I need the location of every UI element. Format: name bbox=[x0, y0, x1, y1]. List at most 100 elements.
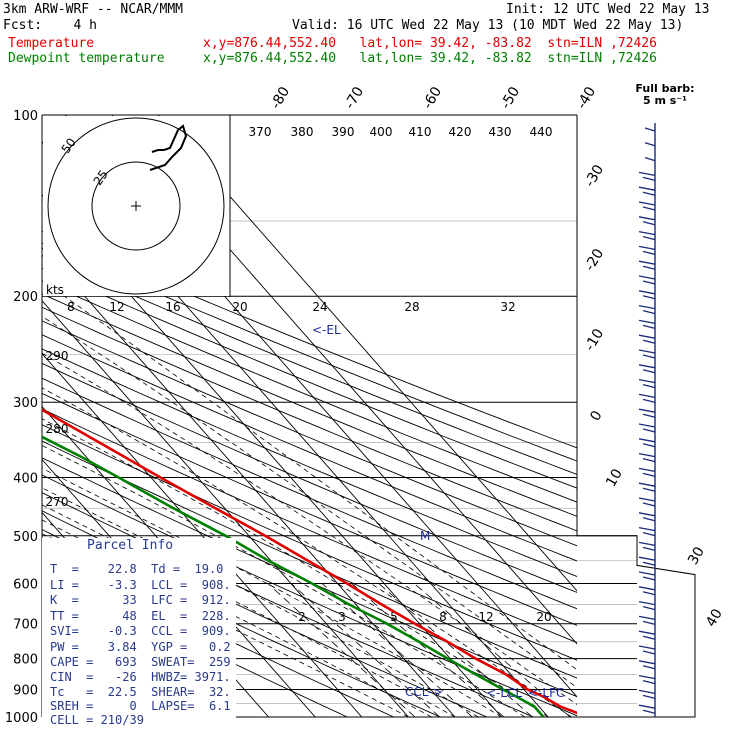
pressure-label: 500 bbox=[13, 530, 38, 545]
parcel-row: Tc = 22.5 SHEAR= 32. bbox=[50, 685, 231, 699]
wind-barb bbox=[642, 235, 656, 241]
wind-barb bbox=[642, 531, 656, 537]
parcel-row: CIN = -26 HWBZ= 3971. bbox=[50, 670, 231, 684]
pressure-label: 600 bbox=[13, 577, 38, 592]
temperature-tick-label: 40 bbox=[703, 606, 726, 629]
mixing-ratio-line bbox=[378, 583, 533, 717]
parcel-info-box: Parcel Info T = 22.8 Td = 19.0 LI = -3.3… bbox=[42, 538, 236, 730]
moist-adiabat-line bbox=[42, 352, 577, 706]
mixing-ratio-line bbox=[267, 583, 416, 717]
dry-adiabat-label: 280 bbox=[46, 422, 69, 436]
mixing-ratio-label: 2 bbox=[298, 610, 306, 624]
theta-label: 390 bbox=[332, 125, 355, 139]
wind-barb bbox=[642, 679, 656, 685]
parcel-row: TT = 48 EL = 228. bbox=[50, 609, 231, 623]
wind-barb bbox=[642, 339, 656, 344]
wind-barb bbox=[638, 571, 656, 576]
mixing-ratio-line bbox=[351, 583, 505, 717]
wind-barb bbox=[642, 428, 656, 433]
wind-barb bbox=[642, 398, 656, 404]
dry-adiabat-line bbox=[42, 334, 577, 562]
wind-barb bbox=[638, 660, 656, 665]
wind-barb bbox=[638, 526, 656, 532]
wind-barb bbox=[644, 127, 656, 132]
wind-legend-title: Full barb: bbox=[635, 82, 694, 95]
wind-barb bbox=[638, 186, 656, 191]
wind-barb bbox=[642, 413, 656, 418]
wind-barb bbox=[642, 280, 656, 285]
chart-annotation: CCL-> bbox=[405, 685, 443, 699]
mixing-ratio-line bbox=[321, 583, 473, 717]
theta-label: 440 bbox=[530, 125, 553, 139]
wind-barb bbox=[638, 423, 656, 428]
wind-barb bbox=[638, 645, 656, 650]
hodograph-ring bbox=[91, 161, 181, 251]
chart-annotation: <-LFC bbox=[528, 686, 564, 700]
wind-barb bbox=[638, 512, 656, 517]
wind-barb bbox=[638, 290, 656, 295]
wind-barb bbox=[638, 349, 656, 354]
theta-label: 410 bbox=[409, 125, 432, 139]
wind-barb bbox=[638, 674, 656, 680]
temperature-tick-label: -80 bbox=[268, 84, 293, 112]
temperature-tick-label: -40 bbox=[574, 84, 599, 112]
wind-barb bbox=[642, 176, 656, 182]
hodograph-trace bbox=[149, 124, 188, 171]
dry-adiabat-line bbox=[42, 267, 577, 489]
wind-barb bbox=[642, 383, 656, 389]
dry-adiabat-line bbox=[42, 377, 577, 610]
wind-barb bbox=[642, 324, 656, 330]
wind-barb bbox=[638, 689, 656, 695]
pressure-label: 300 bbox=[13, 396, 38, 411]
dry-adiabat-line bbox=[42, 320, 577, 547]
wind-barb bbox=[638, 408, 656, 413]
mixing-ratio-label: 3 bbox=[338, 610, 346, 624]
wind-barb bbox=[638, 334, 656, 339]
wind-barb bbox=[642, 635, 656, 640]
dry-adiabat-line bbox=[42, 306, 577, 532]
dry-adiabat-line bbox=[42, 242, 577, 462]
parcel-row: K = 33 LFC = 912. bbox=[50, 593, 231, 607]
dry-adiabat-line bbox=[42, 280, 577, 503]
dewpoint-line bbox=[42, 435, 545, 717]
parcel-row: T = 22.8 Td = 19.0 bbox=[50, 562, 224, 576]
mixing-ratio-upper-label: 16 bbox=[165, 300, 180, 314]
parcel-row: CELL = 210/39 bbox=[50, 713, 144, 727]
temperature-tick-label: 10 bbox=[603, 466, 626, 489]
dry-adiabat-label: 290 bbox=[46, 349, 69, 363]
forecast-hour: Fcst: 4 h bbox=[3, 18, 97, 33]
wind-barb bbox=[642, 265, 656, 270]
wind-barb bbox=[638, 600, 656, 606]
wind-barb bbox=[642, 665, 656, 670]
isotherm-line bbox=[42, 352, 363, 717]
wind-barb bbox=[638, 378, 656, 384]
wind-barb bbox=[638, 452, 656, 458]
temperature-tick-label: -60 bbox=[420, 84, 445, 112]
temperature-tick-label: 0 bbox=[587, 408, 605, 424]
wind-barb bbox=[644, 156, 656, 162]
pressure-label: 700 bbox=[13, 618, 38, 633]
temperature-tick-label: 30 bbox=[685, 544, 708, 567]
moist-adiabat-line bbox=[64, 295, 577, 671]
wind-barb bbox=[642, 309, 656, 315]
dry-adiabat-line bbox=[42, 474, 577, 717]
temperature-legend-label: Temperature bbox=[8, 36, 95, 51]
dry-adiabat-line bbox=[42, 408, 577, 643]
parcel-row: SREH = 0 LAPSE= 6.1 bbox=[50, 699, 231, 713]
wind-barb bbox=[642, 206, 656, 211]
plot-right-border bbox=[576, 115, 696, 718]
wind-barb bbox=[638, 260, 656, 265]
dry-adiabat-line bbox=[42, 348, 577, 578]
mixing-ratio-label: 5 bbox=[390, 610, 398, 624]
pressure-label: 400 bbox=[13, 471, 38, 486]
dry-adiabat-line bbox=[42, 255, 577, 475]
mixing-ratio-upper-label: 32 bbox=[500, 300, 515, 314]
parcel-info-title: Parcel Info bbox=[87, 538, 174, 553]
annotations: <-EL CCL-> <-LCL <-LFC M bbox=[312, 323, 564, 700]
pressure-label: 800 bbox=[13, 653, 38, 668]
model-title: 3km ARW-WRF -- NCAR/MMM bbox=[3, 2, 184, 17]
wind-barb bbox=[642, 620, 656, 626]
wind-barb bbox=[642, 369, 656, 374]
wind-barb bbox=[638, 482, 656, 487]
